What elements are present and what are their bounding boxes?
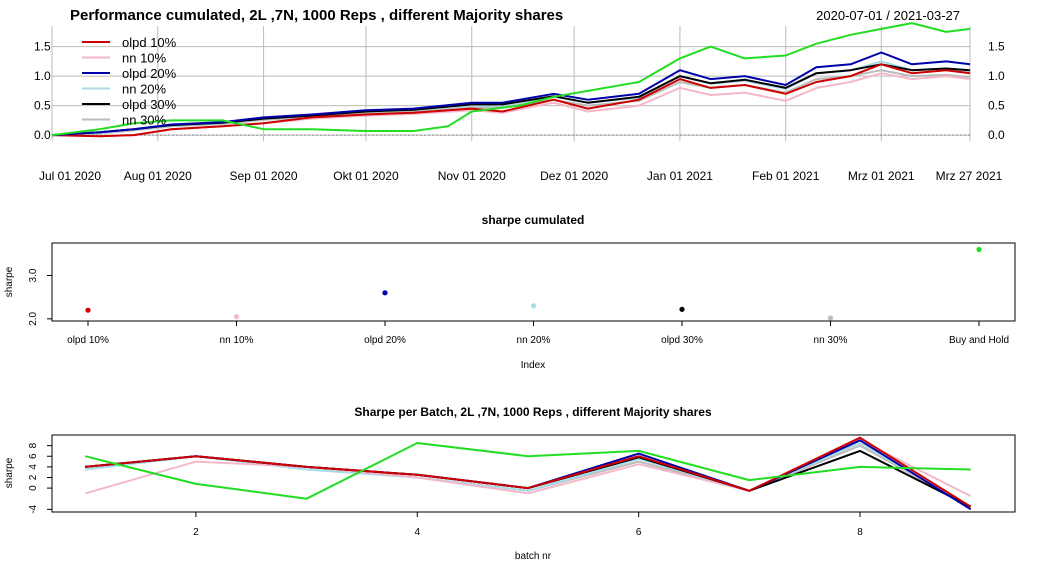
performance-legend-label: olpd 10% [122, 35, 177, 50]
sharpe-cumulated-x-tick-label: olpd 10% [67, 335, 109, 346]
performance-grid [51, 26, 971, 141]
sharpe-cumulated-y-tick-label: 2.0 [28, 311, 39, 325]
sharpe-cumulated-point [827, 315, 834, 321]
performance-x-tick-label: Jul 01 2020 [39, 169, 101, 183]
performance-x-ticks: Jul 01 2020 Aug 01 2020 Sep 01 2020 Okt 01 … [39, 169, 1003, 183]
sharpe-cumulated-y-tick-label: 3.0 [28, 268, 39, 282]
sharpe-batch-plot-box [51, 434, 1016, 513]
performance-lines [51, 22, 971, 138]
sharpe-cumulated-y-ticks: 2.0 3.0 [28, 268, 52, 326]
performance-y-tick-label-left: 0.5 [34, 99, 51, 113]
sharpe-batch-x-tick-label: 8 [857, 527, 863, 538]
sharpe-batch-panel: Sharpe per Batch, 2L ,7N, 1000 Reps , di… [4, 405, 1016, 562]
performance-series-line [51, 22, 971, 137]
performance-x-tick-label: Jan 01 2021 [647, 169, 713, 183]
sharpe-batch-xlabel: batch nr [515, 551, 552, 562]
sharpe-batch-y-tick-label: 6 [28, 453, 39, 459]
performance-y-tick-label-right: 0.5 [988, 99, 1005, 113]
performance-x-tick-label: Aug 01 2020 [124, 169, 192, 183]
performance-legend: olpd 10%nn 10%olpd 20%nn 20%olpd 30%nn 3… [82, 35, 177, 128]
sharpe-cumulated-point [382, 290, 388, 296]
performance-series-line [51, 51, 971, 137]
performance-x-tick-label: Mrz 01 2021 [848, 169, 915, 183]
sharpe-cumulated-point [85, 307, 91, 313]
sharpe-batch-lines [84, 436, 972, 511]
performance-y-tick-label-right: 1.0 [988, 69, 1005, 83]
sharpe-batch-title: Sharpe per Batch, 2L ,7N, 1000 Reps , di… [354, 405, 712, 419]
performance-legend-label: nn 20% [122, 82, 167, 97]
sharpe-batch-x-ticks: 2 4 6 8 [193, 512, 863, 538]
sharpe-cumulated-point [530, 303, 537, 309]
sharpe-cumulated-point [679, 306, 685, 312]
performance-x-tick-label: Dez 01 2020 [540, 169, 608, 183]
sharpe-batch-x-tick-label: 4 [414, 527, 420, 538]
performance-y-tick-label-left: 1.0 [34, 69, 51, 83]
performance-y-ticks-right: 0.0 0.5 1.0 1.5 [988, 40, 1005, 142]
sharpe-cumulated-x-tick-label: nn 30% [814, 335, 848, 346]
sharpe-cumulated-point [976, 246, 982, 253]
performance-date-range: 2020-07-01 / 2021-03-27 [816, 8, 960, 23]
performance-x-tick-label: Feb 01 2021 [752, 169, 820, 183]
sharpe-batch-series-line [84, 442, 971, 500]
sharpe-batch-ylabel: sharpe [4, 457, 15, 488]
sharpe-batch-x-tick-label: 2 [193, 527, 199, 538]
sharpe-cumulated-x-tick-label: nn 20% [517, 335, 551, 346]
sharpe-cumulated-x-tick-label: olpd 30% [661, 335, 703, 346]
performance-x-tick-label: Okt 01 2020 [333, 169, 399, 183]
performance-x-tick-label: Sep 01 2020 [230, 169, 298, 183]
performance-x-tick-label: Nov 01 2020 [438, 169, 506, 183]
performance-legend-label: olpd 20% [122, 66, 177, 81]
sharpe-cumulated-xlabel: Index [521, 360, 545, 371]
sharpe-cumulated-point [233, 314, 240, 320]
performance-legend-label: nn 30% [122, 113, 167, 128]
performance-x-tick-label: Mrz 27 2021 [936, 169, 1003, 183]
sharpe-cumulated-panel: sharpe cumulated 2.03.0 olpd 10% nn 10% ol… [4, 213, 1016, 371]
sharpe-cumulated-x-tick-label: Buy and Hold [949, 335, 1009, 346]
performance-y-ticks-left: 0.0 0.5 1.0 1.5 [34, 40, 51, 142]
performance-legend-label: olpd 30% [122, 97, 177, 112]
sharpe-batch-y-tick-label: 2 [28, 474, 39, 480]
sharpe-cumulated-points [85, 246, 982, 321]
sharpe-cumulated-title: sharpe cumulated [482, 213, 585, 227]
sharpe-batch-y-tick-label: 8 [28, 442, 39, 448]
performance-panel: Performance cumulated, 2L ,7N, 1000 Reps… [34, 7, 1005, 183]
sharpe-batch-series-line [85, 436, 972, 508]
performance-y-tick-label-left: 0.0 [34, 128, 51, 142]
sharpe-cumulated-x-tick-label: nn 10% [220, 335, 254, 346]
performance-y-tick-label-right: 0.0 [988, 128, 1005, 142]
performance-y-tick-label-left: 1.5 [34, 40, 51, 54]
sharpe-cumulated-ylabel: sharpe [4, 266, 15, 297]
performance-legend-label: nn 10% [122, 51, 167, 66]
performance-title: Performance cumulated, 2L ,7N, 1000 Reps… [70, 7, 563, 24]
sharpe-cumulated-x-ticks: olpd 10% nn 10% olpd 20% nn 20% olpd 30% nn 3… [67, 321, 1009, 346]
performance-series-line [51, 63, 971, 138]
sharpe-cumulated-x-tick-label: olpd 20% [364, 335, 406, 346]
sharpe-batch-x-tick-label: 6 [636, 527, 642, 538]
sharpe-batch-y-tick-label: 4 [28, 464, 39, 470]
sharpe-batch-y-tick-label: 0 [28, 485, 39, 491]
sharpe-batch-y-ticks: -4 0 2 4 6 8 [28, 442, 52, 514]
performance-y-tick-label-right: 1.5 [988, 40, 1005, 54]
sharpe-batch-y-tick-label: -4 [28, 504, 39, 513]
